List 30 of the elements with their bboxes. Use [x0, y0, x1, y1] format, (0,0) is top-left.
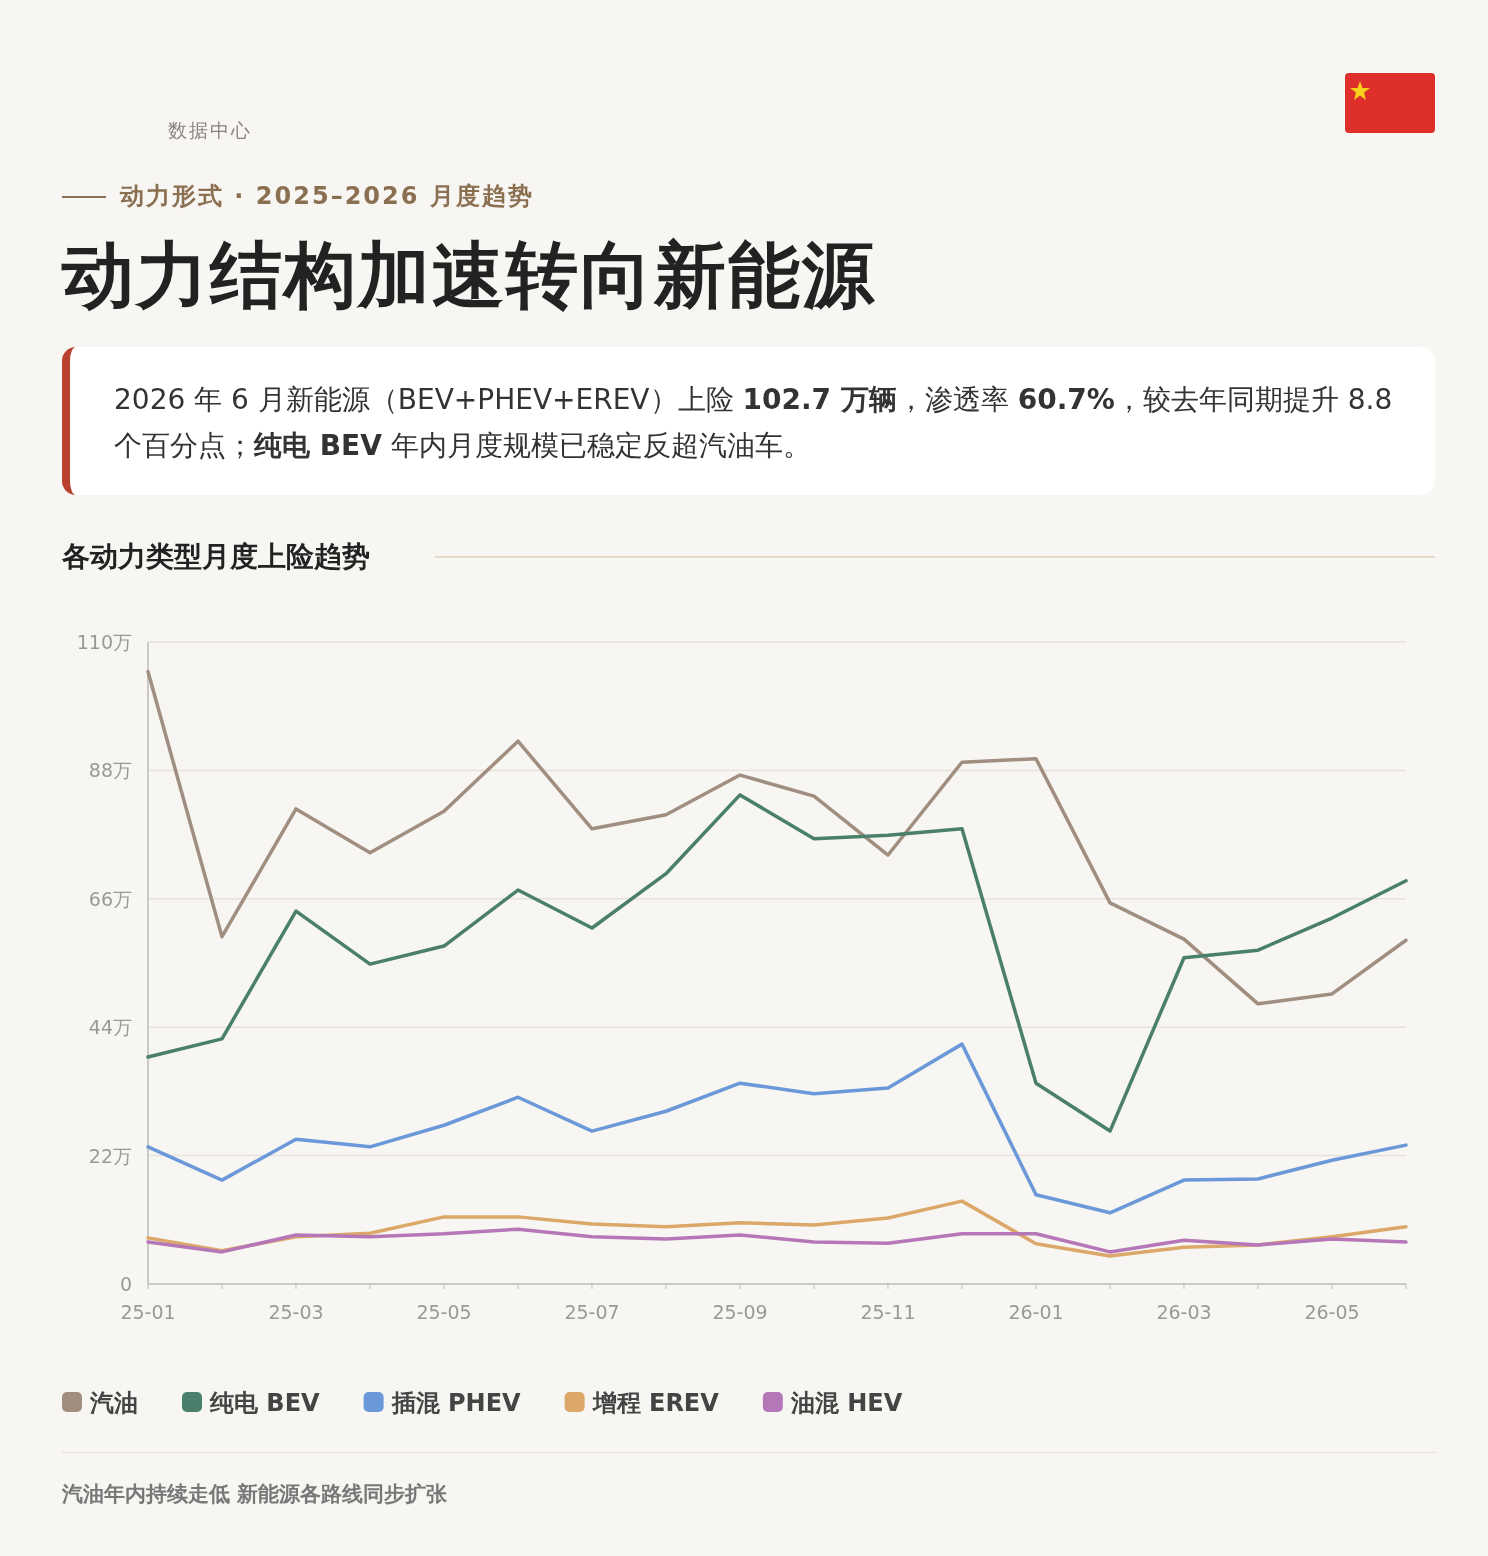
text: 数据中心 — [168, 118, 252, 143]
text: 汽油年内持续走低 新能源各路线同步扩张 — [62, 1481, 448, 1508]
x-tick-label: 25-05 — [416, 1301, 472, 1323]
x-tick-label: 25-11 — [860, 1301, 916, 1323]
chart-subtitle: 各动力类型月度上险趋势 — [62, 539, 370, 575]
x-tick-label: 25-07 — [564, 1301, 620, 1323]
line-series — [146, 1042, 1408, 1215]
y-tick-label: 22万 — [88, 1144, 132, 1167]
legend-label: 增程 EREV — [591, 1389, 720, 1417]
y-tick-label: 110万 — [76, 631, 132, 653]
text: 动力形式 · 2025–2026 月度趋势 — [118, 181, 534, 212]
x-tick-label: 25-03 — [268, 1301, 324, 1323]
line-series — [146, 793, 1408, 1133]
x-tick-label: 26-03 — [1156, 1301, 1212, 1323]
x-tick-label: 26-05 — [1304, 1301, 1360, 1323]
line-series — [146, 1227, 1408, 1254]
y-tick-label: 66万 — [88, 887, 132, 910]
chart-title: 动力结构加速转向新能源 — [62, 232, 876, 319]
y-tick-label: 88万 — [88, 759, 132, 782]
line-series — [146, 670, 1408, 1006]
x-tick-label: 25-01 — [120, 1301, 176, 1323]
text: 2026 年 6 月新能源（BEV+PHEV+EREV）上险 102.7 万辆，渗透率 60.7%，较去年同期提升 8.8 个百分点；纯电 BEV 年内月度规模已稳定反超汽油车。 — [114, 383, 1393, 462]
y-tick-label: 0 — [119, 1273, 132, 1295]
legend-label: 插混 PHEV — [390, 1389, 522, 1417]
legend-label: 纯电 BEV — [209, 1389, 321, 1417]
legend-label: 汽油 — [89, 1389, 138, 1417]
x-tick-label: 26-01 — [1008, 1301, 1064, 1323]
y-tick-label: 44万 — [88, 1016, 132, 1039]
x-tick-label: 25-09 — [712, 1301, 768, 1323]
legend-label: 油混 HEV — [789, 1389, 903, 1417]
